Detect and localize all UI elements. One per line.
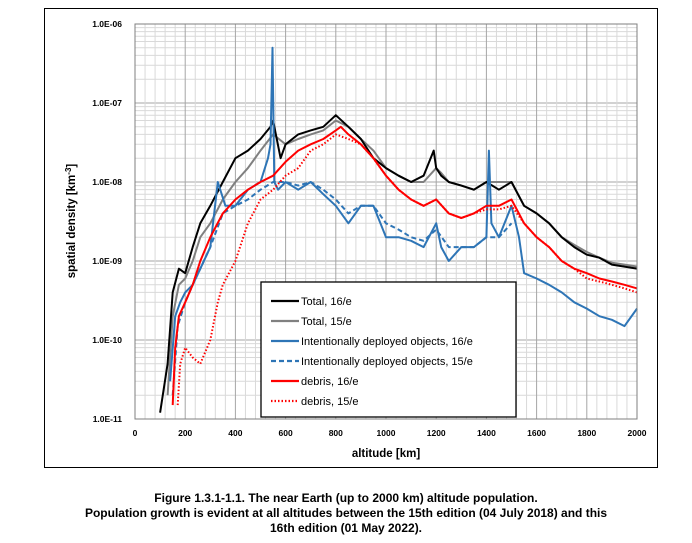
x-tick-label: 800 — [329, 428, 343, 438]
legend-label: debris, 15/e — [301, 396, 358, 408]
x-tick-label: 2000 — [628, 428, 647, 438]
series-line-2 — [169, 46, 638, 382]
y-tick-label: 1.0E-11 — [93, 414, 123, 424]
y-axis-label-end: ] — [66, 164, 78, 168]
y-axis-label-exponent: -3 — [64, 167, 73, 175]
chart-frame: 0 200 400 600 800 1000 1200 1400 1600 1800 2000 1.0… — [44, 8, 658, 468]
x-axis-label: altitude [km] — [352, 448, 421, 460]
legend-box — [260, 281, 517, 418]
plot-border — [134, 23, 638, 420]
x-tick-label: 400 — [228, 428, 242, 438]
x-tick-label: 600 — [279, 428, 293, 438]
figure-caption-line-3: 16th edition (01 May 2022). — [269, 521, 423, 535]
x-tick-label: 1600 — [527, 428, 546, 438]
x-tick-label: 1200 — [427, 428, 446, 438]
x-tick-label: 200 — [178, 428, 192, 438]
y-axis-label: spatial density [km-3] — [64, 164, 78, 279]
tick-labels: 0 200 400 600 800 1000 1200 1400 1600 1800 2000 1.0… — [92, 19, 647, 438]
y-tick-label: 1.0E-09 — [92, 256, 122, 266]
figure-caption-title: Figure 1.3.1-1.1. The near Earth (up to … — [154, 491, 538, 505]
figure-caption-line-2: Population growth is evident at all alti… — [84, 506, 608, 520]
density-chart: 0 200 400 600 800 1000 1200 1400 1600 1800 2000 1.0… — [64, 19, 647, 460]
x-tick-label: 1000 — [377, 428, 396, 438]
legend-label: Total, 16/e — [301, 296, 352, 308]
x-tick-label: 1400 — [477, 428, 496, 438]
series-layer — [159, 46, 638, 413]
y-axis-label-main: spatial density [km — [66, 175, 78, 279]
legend-label: Intentionally deployed objects, 15/e — [301, 356, 473, 368]
y-tick-label: 1.0E-07 — [92, 98, 122, 108]
legend: Total, 16/e Total, 15/e Intentionally depl… — [260, 281, 517, 418]
legend-label: Total, 15/e — [301, 316, 352, 328]
legend-label: Intentionally deployed objects, 16/e — [301, 336, 473, 348]
legend-label: debris, 16/e — [301, 376, 358, 388]
series-line-4 — [171, 125, 638, 406]
y-tick-label: 1.0E-10 — [92, 335, 122, 345]
x-tick-label: 0 — [133, 428, 138, 438]
x-tick-label: 1800 — [577, 428, 596, 438]
y-tick-label: 1.0E-08 — [92, 177, 122, 187]
y-tick-label: 1.0E-06 — [92, 19, 122, 29]
